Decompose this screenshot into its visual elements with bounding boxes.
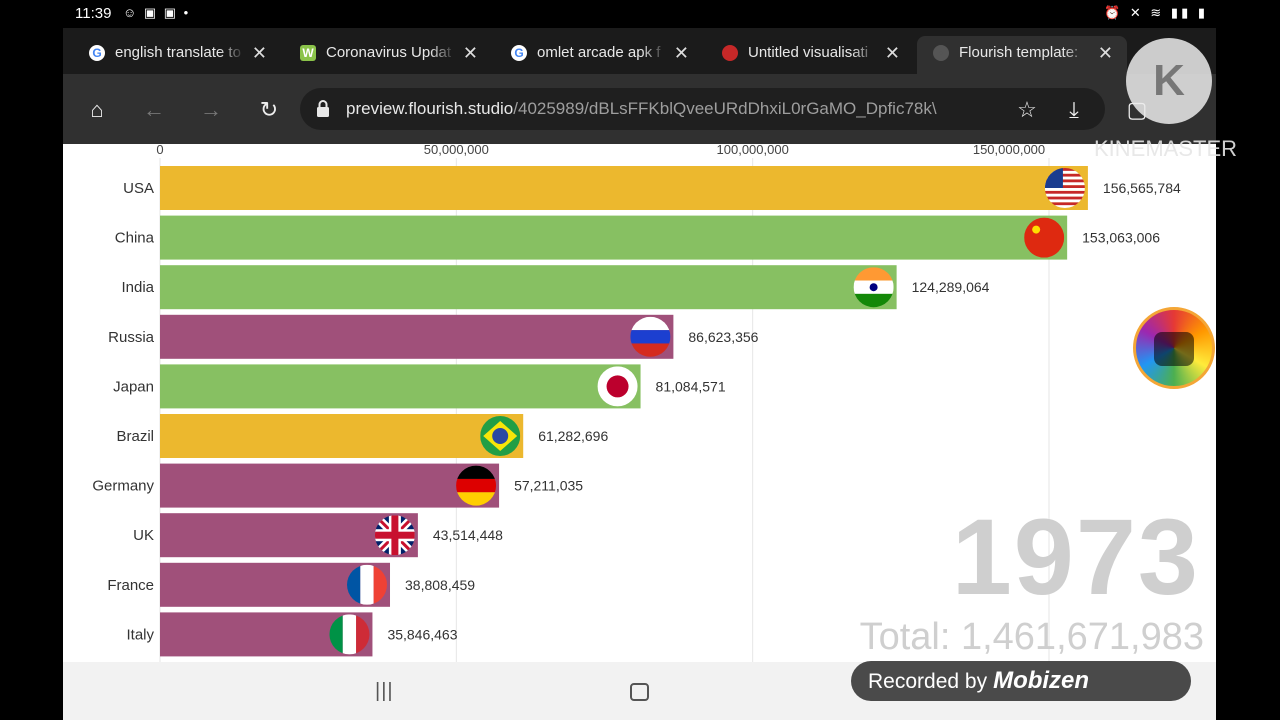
tab-strip: G english translate to ✕ W Coronavirus U… bbox=[63, 28, 1216, 74]
category-label: Japan bbox=[113, 378, 154, 395]
home-button[interactable] bbox=[630, 683, 649, 701]
france-flag bbox=[347, 564, 388, 605]
value-label: 43,514,448 bbox=[433, 527, 503, 543]
recorded-by-text: Recorded by bbox=[868, 670, 988, 693]
notification-icons: ☺ ▣ ▣ • bbox=[123, 5, 191, 20]
category-label: USA bbox=[123, 180, 154, 197]
tab-label: omlet arcade apk f bbox=[537, 44, 661, 61]
google-icon: G bbox=[511, 45, 527, 61]
url-path: /4025989/dBLsFFKblQveeURdDhxiL0rGaMO_Dpf… bbox=[513, 99, 937, 118]
category-label: Brazil bbox=[116, 428, 154, 445]
tab-omlet-arcade[interactable]: G omlet arcade apk f ✕ bbox=[495, 36, 703, 74]
value-label: 124,289,064 bbox=[912, 279, 990, 295]
tab-coronavirus-update[interactable]: W Coronavirus Updat ✕ bbox=[284, 36, 492, 74]
value-label: 61,282,696 bbox=[538, 428, 608, 444]
year-label: 1973 bbox=[951, 496, 1200, 617]
bar-brazil bbox=[160, 414, 524, 458]
address-bar[interactable]: preview.flourish.studio/4025989/dBLsFFKb… bbox=[300, 88, 1105, 130]
value-label: 86,623,356 bbox=[688, 329, 758, 345]
value-label: 81,084,571 bbox=[656, 378, 726, 394]
total-label: Total: 1,461,671,983 bbox=[859, 616, 1204, 658]
tab-untitled-visualisation[interactable]: • Untitled visualisati ✕ bbox=[706, 36, 914, 74]
page-content: 0 50,000,000 100,000,000 150,000,000 USA 156,… bbox=[63, 144, 1216, 662]
mobizen-floating-icon[interactable] bbox=[1133, 307, 1215, 389]
globe-icon: • bbox=[933, 45, 949, 61]
japan-flag bbox=[597, 366, 638, 407]
close-tab-icon[interactable]: ✕ bbox=[1097, 43, 1113, 63]
india-flag bbox=[853, 267, 894, 308]
status-bar: 11:39 ☺ ▣ ▣ • ⏰ ✕ ≋ ▮▮ ▮ bbox=[63, 0, 1216, 28]
download-icon[interactable]: ⤓ bbox=[1069, 97, 1079, 122]
recents-button[interactable]: ||| bbox=[375, 680, 394, 702]
reload-icon[interactable]: ↻ bbox=[259, 97, 279, 122]
recorded-by-watermark: Recorded by Mobizen bbox=[851, 661, 1191, 701]
url-text[interactable]: preview.flourish.studio/4025989/dBLsFFKb… bbox=[346, 99, 937, 119]
back-icon[interactable]: ← bbox=[143, 97, 165, 122]
category-label: Russia bbox=[108, 329, 155, 346]
close-tab-icon[interactable]: ✕ bbox=[251, 43, 267, 63]
tab-label: Coronavirus Updat bbox=[326, 44, 452, 61]
tab-label: Untitled visualisati bbox=[748, 44, 869, 61]
category-label: France bbox=[107, 577, 154, 594]
axis-tick-label: 50,000,000 bbox=[424, 144, 489, 157]
axis-tick-label: 100,000,000 bbox=[717, 144, 789, 157]
value-label: 38,808,459 bbox=[405, 577, 475, 593]
axis-tick-label: 150,000,000 bbox=[973, 144, 1045, 157]
russia-flag bbox=[630, 316, 671, 357]
url-host: preview.flourish.studio bbox=[346, 99, 514, 118]
tab-flourish-template[interactable]: • Flourish template: ✕ bbox=[917, 36, 1127, 74]
brazil-flag bbox=[480, 416, 521, 456]
worldometer-icon: W bbox=[300, 45, 316, 61]
system-status-icons: ⏰ ✕ ≋ ▮▮ ▮ bbox=[1104, 5, 1208, 20]
axis-tick-label: 0 bbox=[156, 144, 163, 157]
bar-india bbox=[160, 265, 897, 310]
close-tab-icon[interactable]: ✕ bbox=[462, 43, 478, 63]
mobizen-brand: Mobizen bbox=[993, 667, 1090, 694]
home-icon[interactable]: ⌂ bbox=[90, 97, 104, 122]
bar-germany bbox=[160, 463, 500, 508]
google-icon: G bbox=[89, 45, 105, 61]
category-label: India bbox=[121, 279, 154, 296]
kinemaster-watermark: KINEMASTER bbox=[1094, 136, 1238, 161]
bar-china bbox=[160, 215, 1068, 260]
close-tab-icon[interactable]: ✕ bbox=[884, 43, 900, 63]
close-tab-icon[interactable]: ✕ bbox=[673, 43, 689, 63]
bookmark-star-icon[interactable]: ☆ bbox=[1017, 97, 1037, 122]
bar-usa bbox=[160, 166, 1088, 210]
lock-icon bbox=[317, 100, 329, 117]
italy-flag bbox=[329, 614, 370, 655]
category-label: Germany bbox=[92, 478, 154, 495]
bar-japan bbox=[160, 364, 641, 409]
value-label: 153,063,006 bbox=[1082, 230, 1160, 246]
value-label: 35,846,463 bbox=[387, 626, 457, 642]
flourish-red-icon: • bbox=[722, 45, 738, 61]
category-label: Italy bbox=[126, 626, 154, 643]
kinemaster-logo: K bbox=[1126, 38, 1212, 124]
status-time: 11:39 bbox=[75, 5, 112, 22]
tab-english-translate[interactable]: G english translate to ✕ bbox=[73, 36, 281, 74]
browser-toolbar: ⌂ ← → ↻ preview.flourish.studio/4025989/… bbox=[63, 74, 1216, 144]
forward-icon[interactable]: → bbox=[200, 97, 222, 122]
germany-flag bbox=[456, 465, 497, 506]
bar-chart-race: 0 50,000,000 100,000,000 150,000,000 USA 156,… bbox=[92, 144, 1181, 662]
uk-flag bbox=[374, 515, 415, 556]
china-flag bbox=[1024, 217, 1065, 258]
value-label: 57,211,035 bbox=[514, 478, 583, 494]
mobizen-icon-inner bbox=[1154, 332, 1194, 366]
tab-label: english translate to bbox=[115, 44, 241, 61]
tab-label: Flourish template: bbox=[959, 44, 1079, 61]
bar-russia bbox=[160, 314, 674, 359]
usa-flag bbox=[1044, 168, 1085, 208]
category-label: UK bbox=[133, 527, 154, 544]
category-label: China bbox=[115, 230, 155, 247]
value-label: 156,565,784 bbox=[1103, 180, 1181, 196]
